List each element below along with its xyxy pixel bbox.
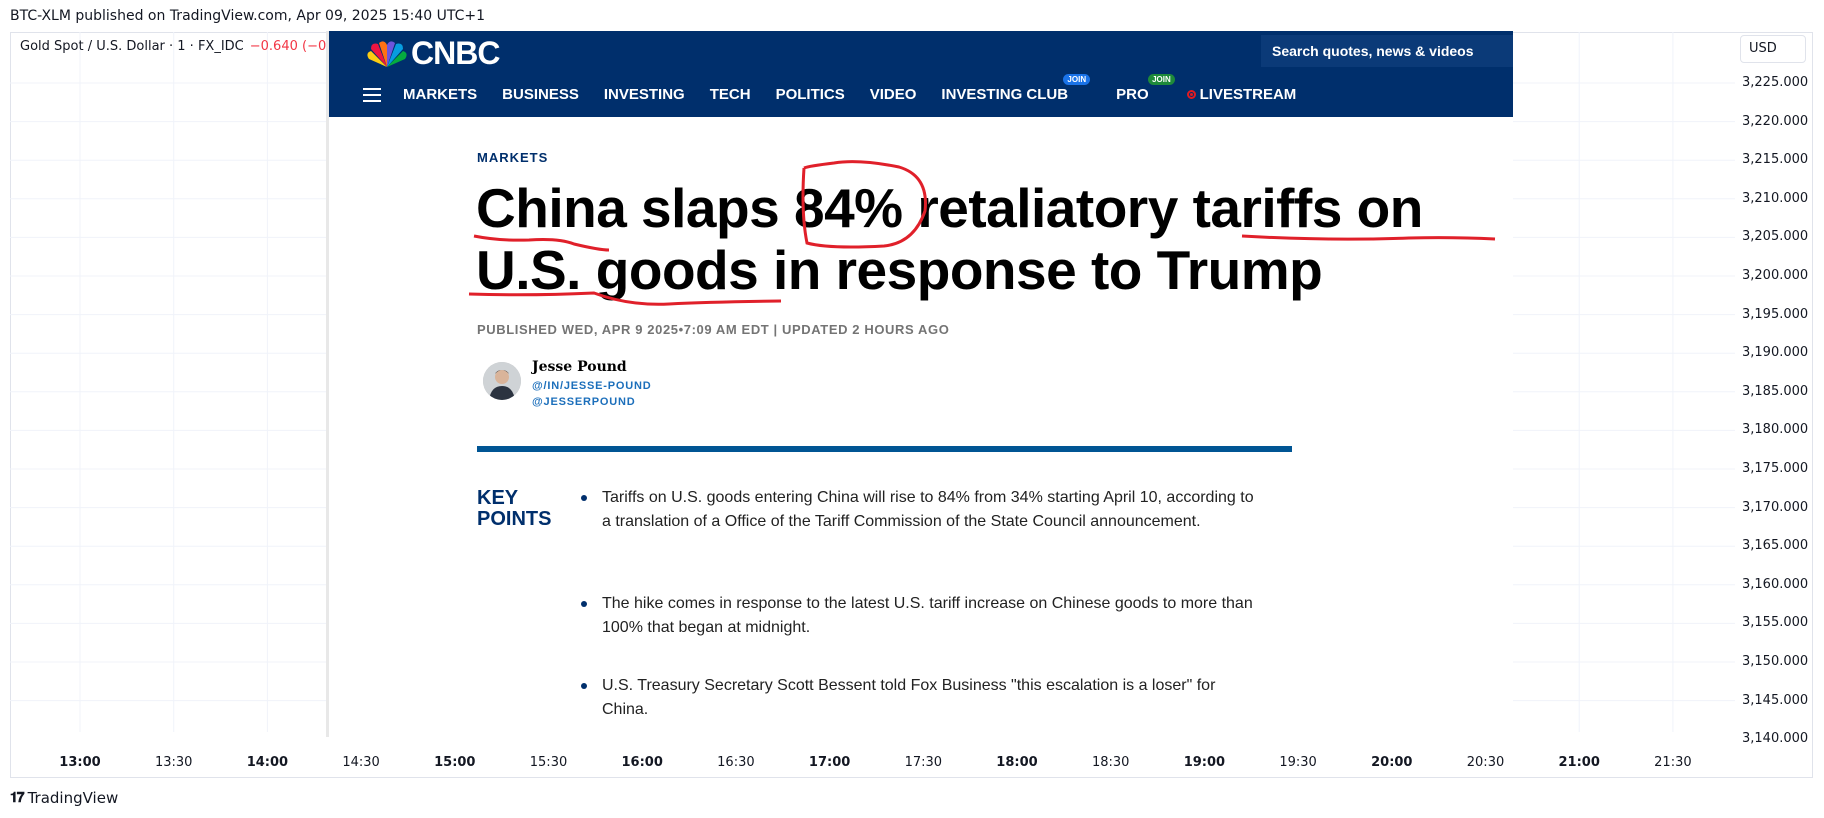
price-tick-label: 3,225.000 <box>1742 75 1809 90</box>
nav-investing[interactable]: INVESTING <box>603 86 685 103</box>
price-tick-label: 3,220.000 <box>1742 113 1809 129</box>
cnbc-logo[interactable]: CNBC <box>365 35 500 72</box>
time-tick-label: 18:30 <box>1091 755 1130 770</box>
price-tick-label: 3,160.000 <box>1742 576 1809 592</box>
nav-livestream-label: LIVESTREAM <box>1199 86 1297 103</box>
time-tick-label: 19:30 <box>1279 755 1317 770</box>
price-tick-label: 3,170.000 <box>1742 499 1809 515</box>
time-tick-label: 16:00 <box>621 755 663 770</box>
cnbc-nav: MARKETS BUSINESS INVESTING TECH POLITICS… <box>363 74 1321 103</box>
price-tick-label: 3,200.000 <box>1742 268 1809 283</box>
price-tick-label: 3,175.000 <box>1742 461 1809 476</box>
nav-investing-club[interactable]: INVESTING CLUB JOIN <box>941 74 1091 103</box>
time-tick-label: 13:00 <box>59 755 101 770</box>
time-tick-label: 21:30 <box>1654 755 1692 770</box>
join-badge-club: JOIN <box>1063 74 1091 85</box>
publish-line: BTC-XLM published on TradingView.com, Ap… <box>10 8 486 24</box>
peacock-icon <box>367 40 407 67</box>
price-tick-label: 3,150.000 <box>1742 654 1809 669</box>
section-label[interactable]: MARKETS <box>477 150 549 165</box>
key-point-3: U.S. Treasury Secretary Scott Bessent to… <box>581 674 1262 722</box>
tradingview-footer[interactable]: 𝟏𝟕 TradingView <box>10 789 118 807</box>
author-photo-icon <box>483 362 521 400</box>
author-linkedin-link[interactable]: @/IN/JESSE-POUND <box>532 380 652 392</box>
time-tick-label: 14:00 <box>246 755 289 770</box>
price-tick-label: 3,145.000 <box>1742 692 1809 708</box>
time-tick-label: 14:30 <box>342 755 380 770</box>
symbol-name: Gold Spot / U.S. Dollar · 1 · FX_IDC <box>20 39 244 54</box>
time-tick-label: 17:00 <box>808 755 851 770</box>
tradingview-brand: TradingView <box>27 789 119 807</box>
nav-pro-label: PRO <box>1116 86 1149 103</box>
time-tick-label: 18:00 <box>996 755 1038 770</box>
published-date: PUBLISHED WED, APR 9 2025•7:09 AM EDT | … <box>477 322 950 337</box>
author-avatar[interactable] <box>483 362 521 400</box>
price-tick-label: 3,185.000 <box>1742 383 1809 399</box>
time-tick-label: 15:00 <box>434 755 476 770</box>
tradingview-logo-icon: 𝟏𝟕 <box>10 790 25 806</box>
search-input[interactable]: Search quotes, news & videos <box>1261 35 1513 67</box>
price-tick-label: 3,195.000 <box>1742 306 1809 322</box>
headline: China slaps 84% retaliatory tariffs on U… <box>476 177 1423 301</box>
price-tick-label: 3,155.000 <box>1742 615 1809 631</box>
live-icon <box>1186 90 1196 99</box>
key-point-2: The hike comes in response to the latest… <box>581 592 1262 640</box>
join-badge-pro: JOIN <box>1148 74 1175 85</box>
cnbc-header: CNBC Search quotes, news & videos MARKET… <box>329 31 1513 117</box>
price-tick-label: 3,165.000 <box>1742 538 1809 554</box>
time-tick-label: 20:30 <box>1466 755 1505 770</box>
nav-video[interactable]: VIDEO <box>869 86 917 103</box>
hamburger-menu-icon[interactable] <box>363 87 381 102</box>
time-tick-label: 17:30 <box>904 755 943 770</box>
nav-tech[interactable]: TECH <box>709 86 751 103</box>
price-tick-label: 3,205.000 <box>1742 229 1809 245</box>
nav-business[interactable]: BUSINESS <box>502 86 579 103</box>
symbol-legend[interactable]: Gold Spot / U.S. Dollar · 1 · FX_IDC −0.6… <box>20 39 364 54</box>
time-tick-label: 19:00 <box>1183 755 1226 770</box>
time-tick-label: 15:30 <box>529 755 568 770</box>
price-tick-label: 3,190.000 <box>1742 345 1809 361</box>
price-tick-label: 3,210.000 <box>1742 190 1809 206</box>
nav-markets[interactable]: MARKETS <box>403 86 478 103</box>
price-tick-label: 3,180.000 <box>1742 422 1809 438</box>
price-tick-label: 3,215.000 <box>1742 152 1809 168</box>
nav-pro[interactable]: PRO JOIN <box>1116 74 1175 103</box>
cnbc-wordmark: CNBC <box>411 35 500 71</box>
nav-politics[interactable]: POLITICS <box>775 86 845 103</box>
time-tick-label: 21:00 <box>1558 755 1600 770</box>
price-tick-label: 3,140.000 <box>1742 731 1809 747</box>
author-name[interactable]: Jesse Pound <box>532 359 627 375</box>
nav-livestream[interactable]: LIVESTREAM <box>1186 86 1297 103</box>
key-points-title: KEY POINTS <box>477 487 552 530</box>
currency-button[interactable]: USD <box>1740 35 1806 63</box>
time-tick-label: 16:30 <box>717 755 755 770</box>
key-point-1: Tariffs on U.S. goods entering China wil… <box>581 486 1262 534</box>
time-tick-label: 13:30 <box>154 755 193 770</box>
author-twitter-link[interactable]: @JESSERPOUND <box>532 396 636 408</box>
article-screenshot: CNBC Search quotes, news & videos MARKET… <box>326 31 1513 737</box>
nav-investing-club-label: INVESTING CLUB <box>941 86 1069 103</box>
section-divider <box>477 446 1292 452</box>
time-tick-label: 20:00 <box>1371 755 1413 770</box>
